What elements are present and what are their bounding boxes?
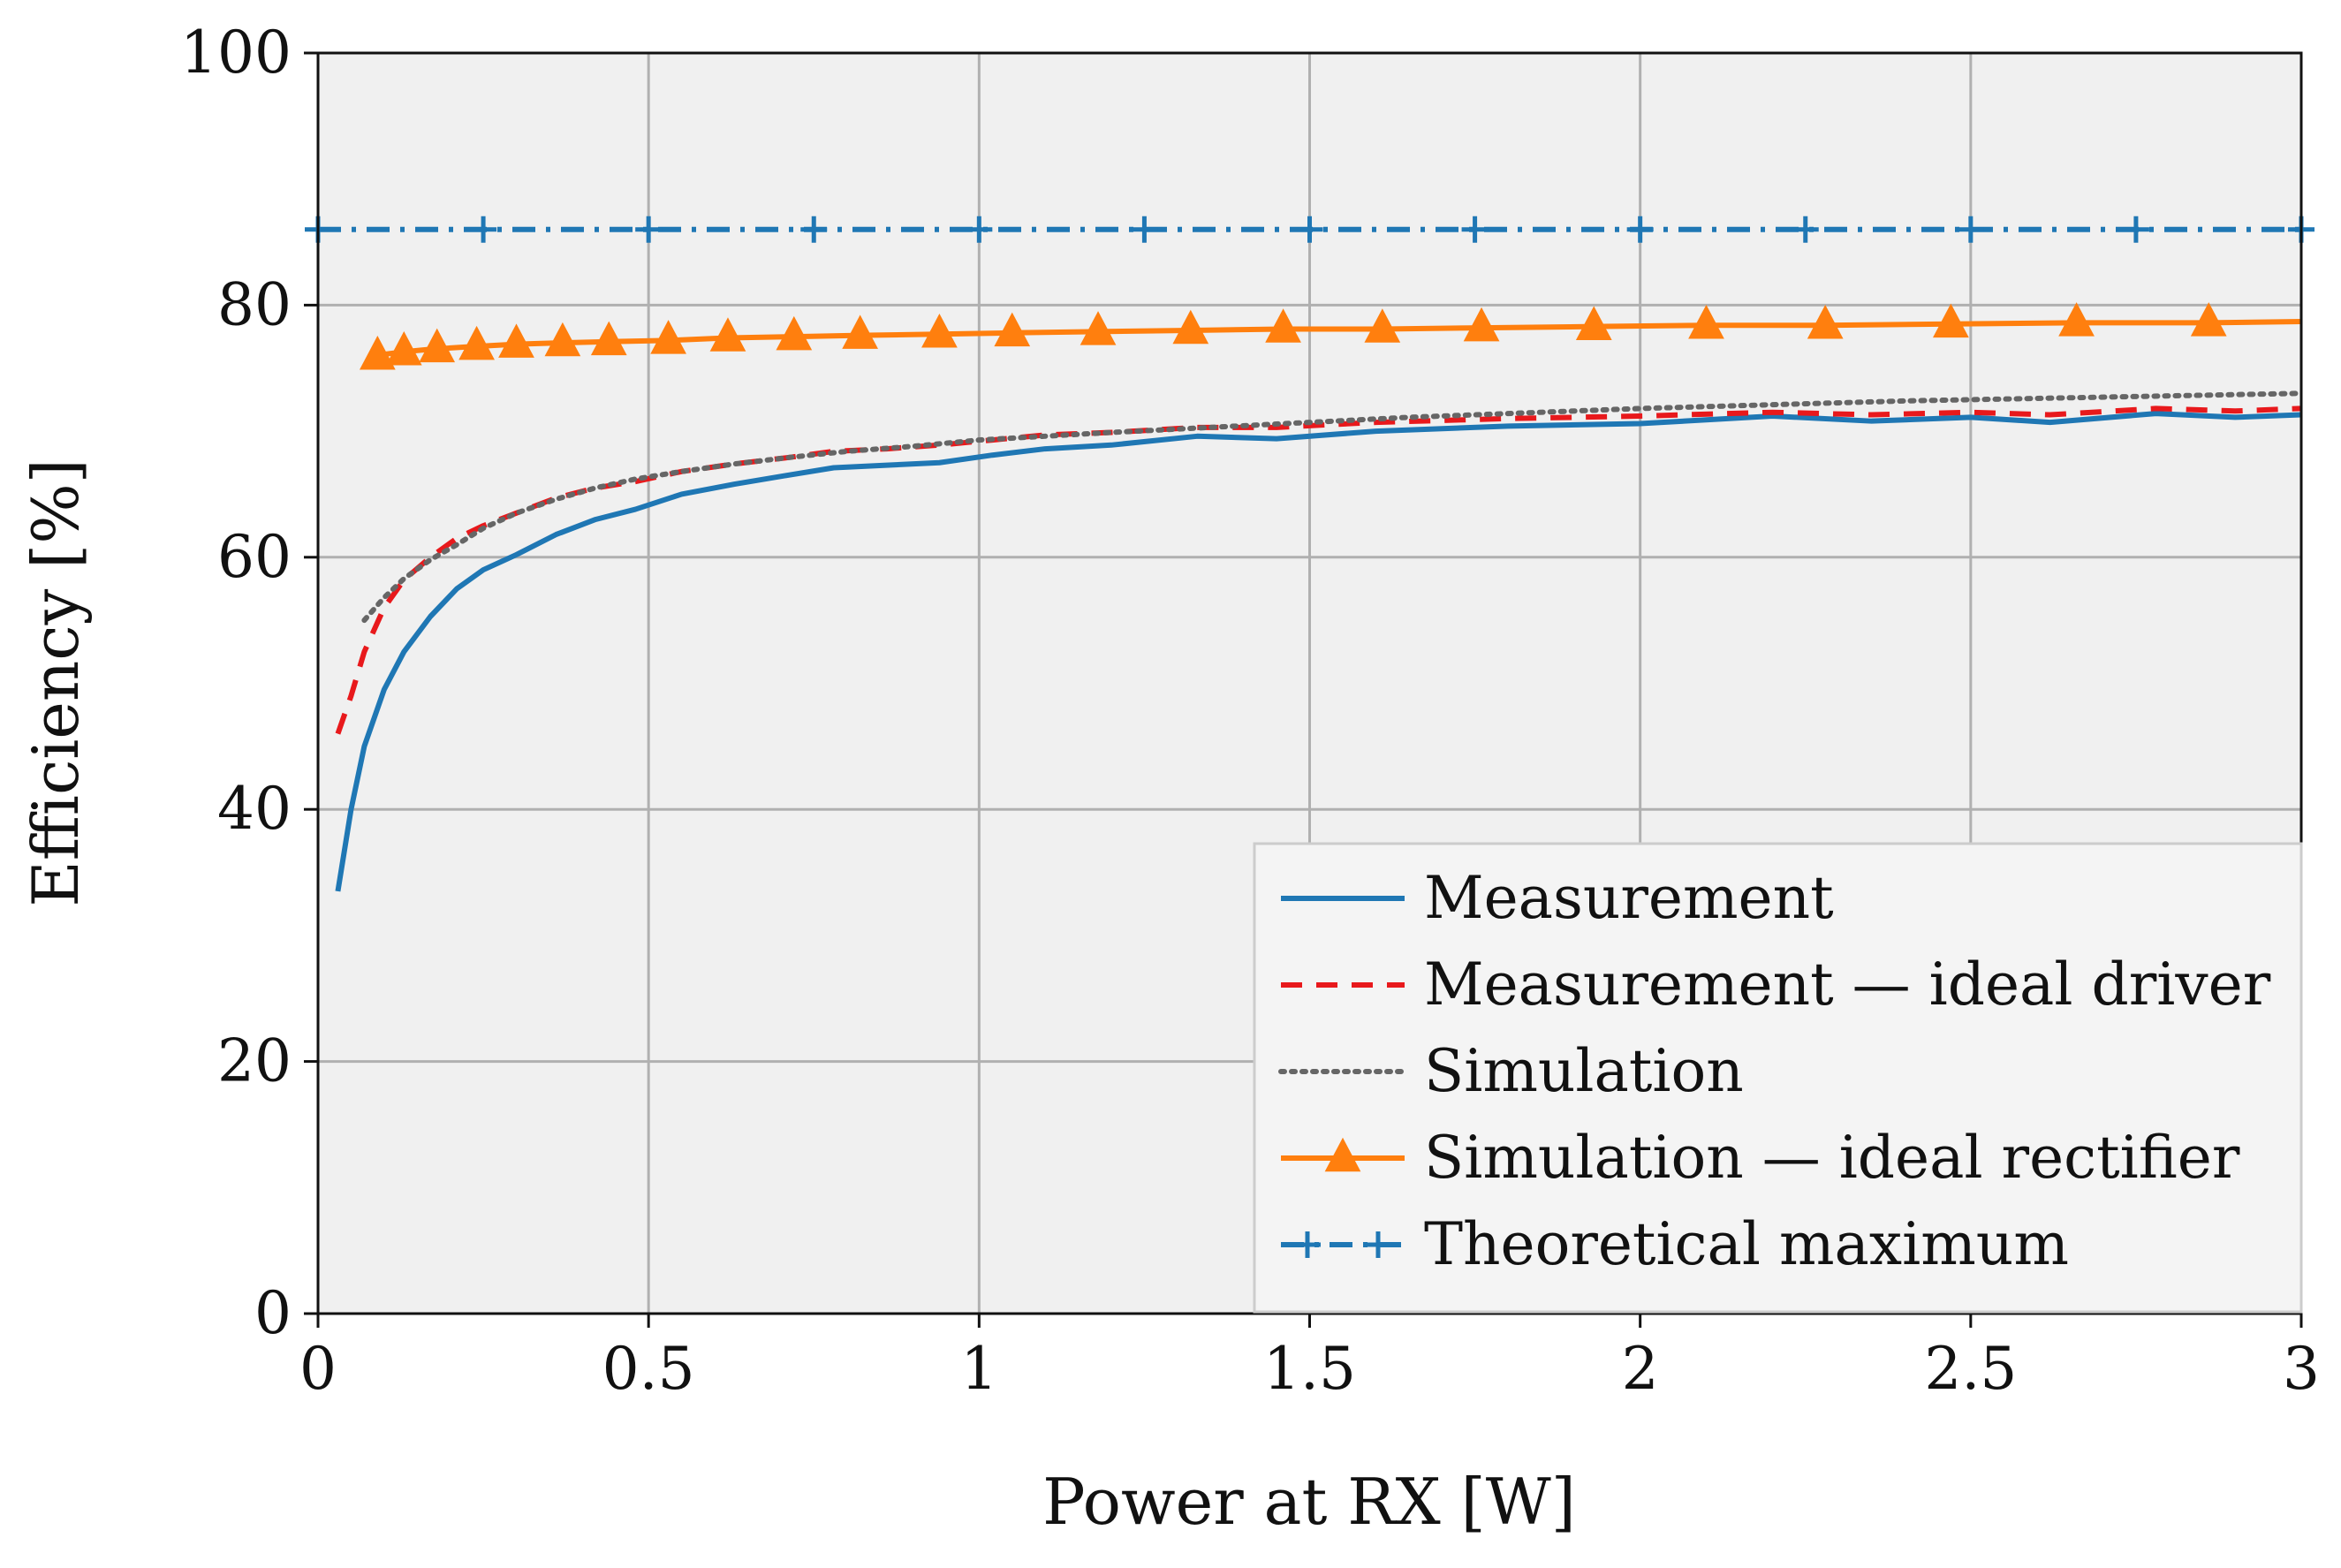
series-marker: [2190, 302, 2227, 337]
series-marker: [800, 216, 828, 243]
y-tick-label: 100: [180, 19, 292, 87]
series-marker: [1131, 216, 1158, 243]
legend-entry-5: Theoretical maximum: [1281, 1210, 2069, 1278]
series-marker: [776, 315, 813, 351]
series-marker: [966, 216, 993, 243]
x-tick-label: 2.5: [1924, 1335, 2017, 1403]
series-marker: [1792, 216, 1819, 243]
y-tick-label: 0: [254, 1279, 292, 1347]
series-line: [335, 411, 2302, 892]
series-marker: [470, 216, 497, 243]
series-marker: [1461, 216, 1489, 243]
x-tick-label: 1: [960, 1335, 997, 1403]
y-tick-label: 60: [217, 523, 292, 591]
series-marker: [1080, 311, 1117, 345]
series-marker: [1364, 308, 1401, 343]
series-layer: [305, 216, 2314, 892]
y-tick-label: 80: [217, 270, 292, 338]
series-marker: [2058, 302, 2095, 337]
x-tick-label: 0: [299, 1335, 337, 1403]
series-marker: [385, 330, 422, 366]
series-marker: [709, 317, 746, 352]
y-axis-title: Efficiency [%]: [19, 458, 93, 907]
series-line: [361, 390, 2304, 624]
legend-marker: [1324, 1137, 1361, 1172]
series-marker: [842, 314, 878, 349]
series-marker: [498, 323, 534, 358]
series-marker: [921, 314, 958, 348]
y-tick-label: 40: [217, 775, 292, 843]
series-marker: [1626, 216, 1654, 243]
x-tick-label: 1.5: [1263, 1335, 1356, 1403]
x-axis-title: Power at RX [W]: [1042, 1465, 1576, 1539]
legend-label: Simulation: [1424, 1037, 1744, 1105]
legend-marker: [1294, 1231, 1321, 1258]
series-marker: [635, 216, 663, 243]
series-1: [335, 411, 2302, 892]
series-marker: [1296, 216, 1323, 243]
series-marker: [1575, 306, 1612, 340]
series-marker: [1463, 307, 1500, 342]
series-marker: [1265, 308, 1301, 343]
series-marker: [1807, 305, 1844, 339]
legend-entry-3: Simulation: [1278, 1037, 1744, 1105]
series-marker: [359, 335, 396, 370]
y-tick-label: 20: [217, 1027, 292, 1095]
series-marker: [544, 322, 581, 357]
legend-entry-1: Measurement: [1281, 864, 1834, 932]
series-marker: [458, 325, 495, 360]
axis-ticks: 0 0.5 1 1.5 2 2.5 3 0 20 40 60 80 100: [180, 19, 2320, 1403]
series-5: [305, 216, 2314, 243]
series-marker: [1957, 216, 1984, 243]
legend-entry-2: Measurement — ideal driver: [1281, 951, 2271, 1019]
legend-label: Measurement — ideal driver: [1424, 951, 2271, 1019]
x-tick-label: 2: [1622, 1335, 1659, 1403]
series-4: [359, 302, 2302, 370]
legend-label: Simulation — ideal rectifier: [1424, 1124, 2240, 1192]
legend-box: [1253, 842, 2303, 1314]
x-tick-label: 0.5: [602, 1335, 695, 1403]
series-marker: [1933, 303, 1969, 338]
series-marker: [2122, 216, 2149, 243]
legend-label: Measurement: [1424, 864, 1834, 932]
x-tick-label: 3: [2283, 1335, 2320, 1403]
legend-label: Theoretical maximum: [1424, 1210, 2069, 1278]
series-marker: [994, 312, 1031, 347]
legend-entry-4: Simulation — ideal rectifier: [1281, 1124, 2240, 1192]
series-marker: [419, 328, 456, 363]
series-marker: [1172, 309, 1209, 345]
legend: Measurement Measurement — ideal driver Sim…: [1253, 842, 2303, 1314]
legend-marker: [1365, 1231, 1391, 1258]
series-marker: [1688, 305, 1724, 339]
series-3: [361, 390, 2304, 624]
series-marker: [650, 320, 686, 354]
series-marker: [590, 321, 627, 356]
